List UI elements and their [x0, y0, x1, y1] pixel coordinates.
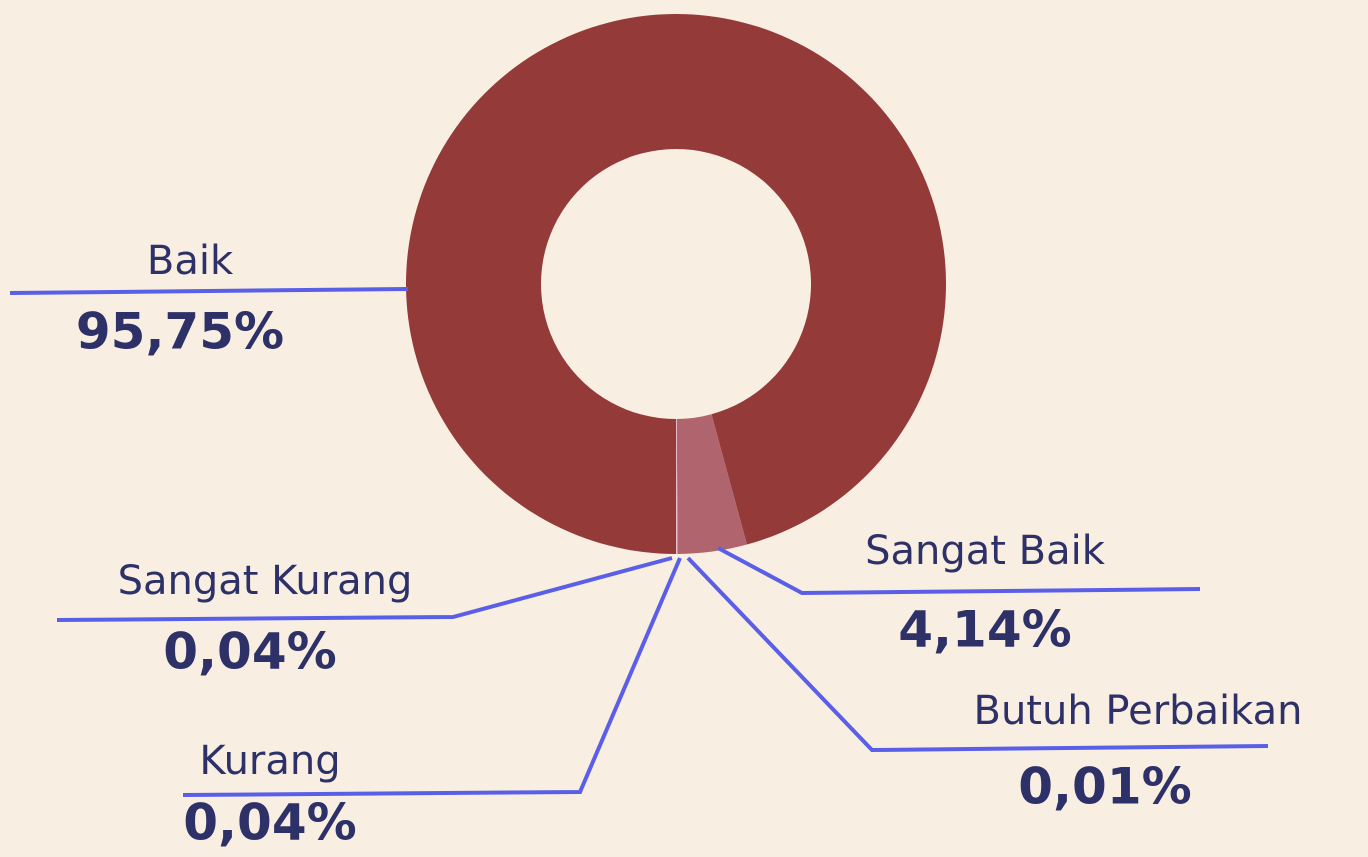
slice-label: Sangat Kurang: [118, 558, 413, 604]
slice: [676, 414, 747, 554]
value-label: 4,14%: [898, 601, 1071, 659]
leader-line: [686, 556, 1269, 753]
leader-line: [9, 287, 409, 295]
slice-label: Kurang: [199, 738, 340, 784]
leader-line: [56, 556, 673, 622]
slice-label: Baik: [147, 238, 234, 284]
slice-label: Butuh Perbaikan: [974, 688, 1303, 734]
slice: [676, 418, 678, 554]
value-label: 0,04%: [183, 794, 356, 852]
leader-line: [717, 546, 1201, 596]
slice: [405, 13, 946, 554]
leader-line: [182, 557, 682, 797]
value-label: 0,04%: [163, 623, 336, 681]
slice-label: Sangat Baik: [865, 528, 1106, 574]
slice: [676, 418, 677, 554]
value-label: 0,01%: [1018, 758, 1191, 816]
value-label: 95,75%: [76, 303, 284, 361]
donut: [405, 13, 946, 554]
